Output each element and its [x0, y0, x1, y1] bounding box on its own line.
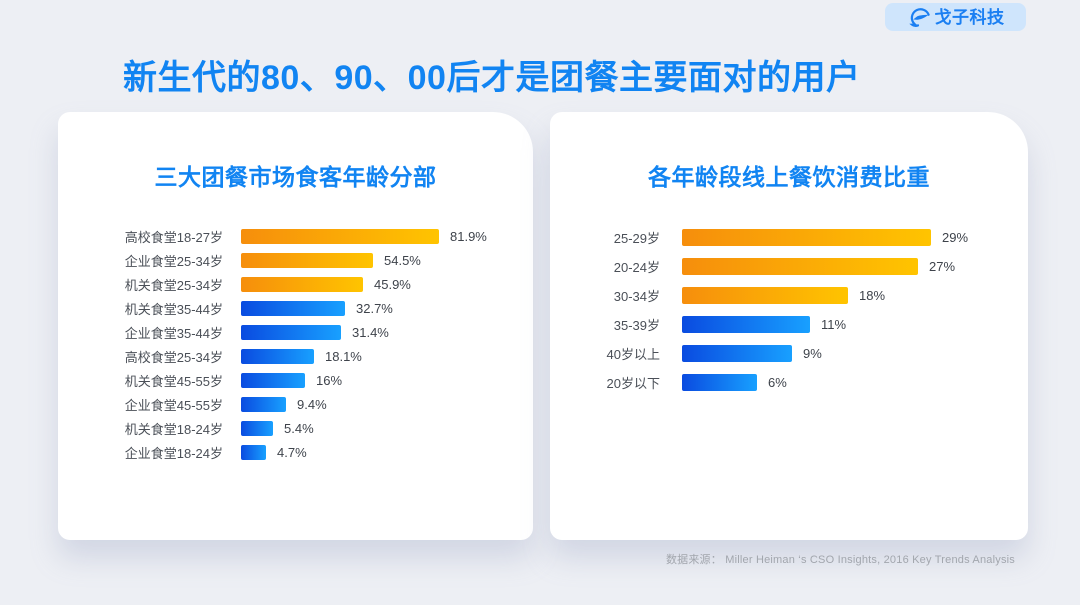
bar	[682, 287, 848, 304]
bar-row: 机关食堂25-34岁 45.9%	[58, 272, 533, 296]
bar-row: 企业食堂45-55岁 9.4%	[58, 392, 533, 416]
bar-category-label: 25-29岁	[613, 231, 660, 246]
bar-category-label: 企业食堂35-44岁	[124, 325, 223, 341]
bar-value-label: 32.7%	[356, 300, 393, 316]
bar-value-label: 45.9%	[374, 276, 411, 292]
bar-category-label: 高校食堂18-27岁	[124, 229, 223, 245]
bar	[241, 420, 273, 436]
chart-card-canteen-age: 三大团餐市场食客年龄分部 高校食堂18-27岁 81.9% 企业食堂25-34岁 54…	[58, 112, 533, 540]
bar-row: 25-29岁 29%	[550, 223, 1028, 252]
chart-card-online-consumption: 各年龄段线上餐饮消费比重 25-29岁 29% 20-24岁 27% 30-34岁 18%…	[550, 112, 1028, 540]
bar-row: 机关食堂18-24岁 5.4%	[58, 416, 533, 440]
logo-text: 戈子科技	[934, 7, 1005, 27]
bar	[241, 228, 439, 244]
page-title: 新生代的80、90、00后才是团餐主要面对的用户	[123, 59, 861, 97]
bar-row: 35-39岁 11%	[550, 310, 1028, 339]
bar	[241, 444, 266, 460]
bar-value-label: 18.1%	[325, 348, 362, 364]
bar-row: 企业食堂35-44岁 31.4%	[58, 320, 533, 344]
logo: 戈子科技	[885, 3, 1026, 31]
bar-category-label: 企业食堂45-55岁	[124, 397, 223, 413]
bar	[682, 316, 810, 333]
bar-row: 企业食堂25-34岁 54.5%	[58, 248, 533, 272]
data-source-note: 数据来源： Miller Heiman ‘s CSO Insights, 201…	[665, 554, 1015, 566]
bar-value-label: 9%	[803, 346, 822, 361]
leaf-swoosh-icon	[907, 6, 931, 28]
bar-value-label: 54.5%	[384, 252, 421, 268]
bar-value-label: 31.4%	[352, 324, 389, 340]
bar-category-label: 机关食堂35-44岁	[124, 301, 223, 317]
bar-category-label: 机关食堂25-34岁	[124, 277, 223, 293]
bar-row: 20-24岁 27%	[550, 252, 1028, 281]
bar-row: 企业食堂18-24岁 4.7%	[58, 440, 533, 464]
bar	[241, 324, 341, 340]
bar-row: 30-34岁 18%	[550, 281, 1028, 310]
bar-value-label: 9.4%	[297, 396, 327, 412]
bar-chart-canteen-age: 高校食堂18-27岁 81.9% 企业食堂25-34岁 54.5% 机关食堂25-34岁…	[58, 224, 533, 464]
bar-value-label: 11%	[821, 317, 847, 332]
bar	[241, 396, 286, 412]
bar-category-label: 40岁以上	[606, 347, 660, 362]
bar-row: 机关食堂35-44岁 32.7%	[58, 296, 533, 320]
bar-value-label: 5.4%	[284, 420, 314, 436]
bar-category-label: 20-24岁	[613, 260, 660, 275]
bar-category-label: 高校食堂25-34岁	[124, 349, 223, 365]
bar	[682, 374, 757, 391]
bar-category-label: 企业食堂18-24岁	[124, 445, 223, 461]
bar-value-label: 29%	[942, 230, 969, 245]
bar-category-label: 20岁以下	[606, 376, 660, 391]
bar	[241, 300, 345, 316]
bar-value-label: 4.7%	[277, 444, 307, 460]
bar-value-label: 6%	[768, 375, 787, 390]
bar-value-label: 16%	[316, 372, 343, 388]
bar-chart-online-consumption: 25-29岁 29% 20-24岁 27% 30-34岁 18% 35-39岁 11% 40岁以…	[550, 223, 1028, 397]
bar-category-label: 35-39岁	[613, 318, 660, 333]
bar-value-label: 81.9%	[450, 228, 487, 244]
bar-row: 机关食堂45-55岁 16%	[58, 368, 533, 392]
bar-row: 20岁以下 6%	[550, 368, 1028, 397]
bar-category-label: 机关食堂18-24岁	[124, 421, 223, 437]
bar-category-label: 30-34岁	[613, 289, 660, 304]
bar	[682, 229, 931, 246]
chart-title: 各年龄段线上餐饮消费比重	[648, 164, 930, 190]
bar	[241, 372, 305, 388]
chart-title: 三大团餐市场食客年龄分部	[154, 164, 437, 190]
bar-row: 高校食堂25-34岁 18.1%	[58, 344, 533, 368]
bar-category-label: 机关食堂45-55岁	[124, 373, 223, 389]
bar-value-label: 27%	[929, 259, 956, 274]
bar	[241, 276, 363, 292]
bar-row: 高校食堂18-27岁 81.9%	[58, 224, 533, 248]
bar	[682, 258, 918, 275]
bar-row: 40岁以上 9%	[550, 339, 1028, 368]
bar	[241, 348, 314, 364]
bar	[241, 252, 373, 268]
bar-value-label: 18%	[859, 288, 886, 303]
bar-category-label: 企业食堂25-34岁	[124, 253, 223, 269]
bar	[682, 345, 792, 362]
